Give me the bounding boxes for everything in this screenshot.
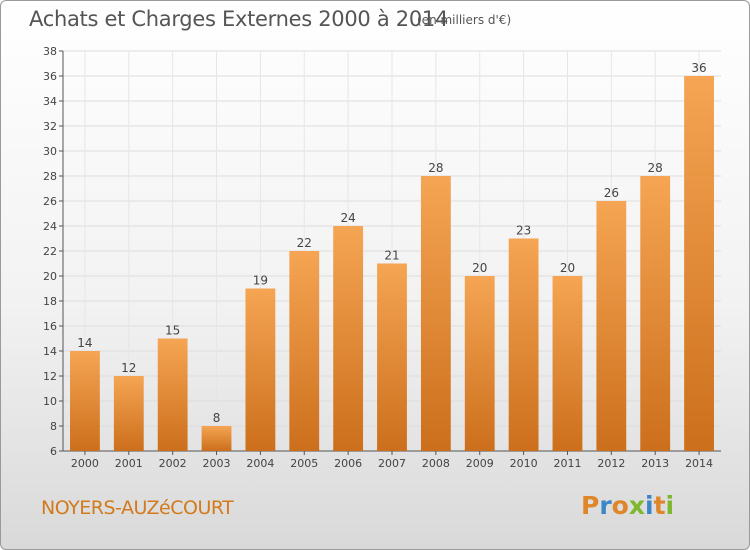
y-tick-label: 28: [43, 170, 57, 183]
y-tick-label: 38: [43, 45, 57, 58]
logo-letter: i: [665, 491, 675, 520]
data-label: 21: [384, 249, 399, 263]
data-label: 28: [648, 161, 663, 175]
x-tick-label: 2001: [115, 457, 143, 470]
bar-2006: [333, 226, 364, 451]
y-tick-label: 24: [43, 220, 57, 233]
x-tick-label: 2003: [203, 457, 231, 470]
proxiti-logo: Proxiti: [581, 491, 674, 520]
x-tick-label: 2007: [378, 457, 406, 470]
bar-2007: [377, 263, 407, 451]
x-tick-label: 2004: [246, 457, 274, 470]
data-label: 19: [253, 274, 268, 288]
y-tick-label: 16: [43, 320, 57, 333]
x-tick-label: 2013: [641, 457, 669, 470]
bar-2008: [420, 176, 451, 451]
data-label: 23: [516, 224, 531, 238]
data-label: 28: [428, 161, 443, 175]
bar-2003: [201, 426, 232, 451]
logo-letter: o: [611, 491, 629, 520]
y-tick-label: 20: [43, 270, 57, 283]
y-tick-label: 30: [43, 145, 57, 158]
data-label: 24: [340, 211, 355, 225]
logo-letter: i: [645, 491, 654, 520]
bar-2004: [245, 288, 276, 451]
data-label: 12: [121, 361, 136, 375]
x-tick-label: 2011: [553, 457, 581, 470]
data-label: 20: [560, 261, 575, 275]
x-tick-label: 2010: [510, 457, 538, 470]
y-tick-label: 14: [43, 345, 57, 358]
y-tick-label: 22: [43, 245, 57, 258]
y-tick-label: 8: [50, 420, 57, 433]
city-name: NOYERS-AUZéCOURT: [41, 497, 234, 519]
chart-unit-label: (en milliers d'€): [417, 13, 512, 27]
bar-2011: [552, 276, 583, 451]
logo-letter: r: [599, 491, 612, 520]
x-tick-label: 2005: [290, 457, 318, 470]
bar-2013: [640, 176, 671, 451]
bar-2005: [289, 251, 320, 451]
bar-2002: [157, 338, 188, 451]
data-label: 20: [472, 261, 487, 275]
y-tick-label: 18: [43, 295, 57, 308]
x-tick-label: 2006: [334, 457, 362, 470]
data-label: 22: [297, 236, 312, 250]
bar-2014: [684, 76, 714, 451]
bar-2010: [508, 238, 539, 451]
x-tick-label: 2014: [685, 457, 713, 470]
x-tick-label: 2002: [159, 457, 187, 470]
x-tick-label: 2009: [466, 457, 494, 470]
data-label: 36: [691, 61, 706, 75]
data-label: 14: [77, 336, 92, 350]
bar-2000: [70, 351, 100, 451]
logo-letter: P: [581, 491, 600, 520]
bar-2001: [113, 376, 144, 451]
y-tick-label: 36: [43, 70, 57, 83]
x-tick-label: 2000: [71, 457, 99, 470]
chart-title: Achats et Charges Externes 2000 à 2014: [29, 7, 449, 31]
y-tick-label: 26: [43, 195, 57, 208]
logo-letter: t: [653, 491, 666, 520]
y-tick-label: 10: [43, 395, 57, 408]
x-tick-label: 2008: [422, 457, 450, 470]
y-tick-label: 6: [50, 445, 57, 458]
data-label: 8: [213, 411, 221, 425]
y-tick-label: 34: [43, 95, 57, 108]
data-label: 15: [165, 324, 180, 338]
y-tick-label: 12: [43, 370, 57, 383]
y-tick-label: 32: [43, 120, 57, 133]
bar-2012: [596, 201, 627, 451]
data-label: 26: [604, 186, 619, 200]
logo-letter: x: [628, 491, 645, 520]
bar-2009: [464, 276, 495, 451]
x-tick-label: 2012: [597, 457, 625, 470]
